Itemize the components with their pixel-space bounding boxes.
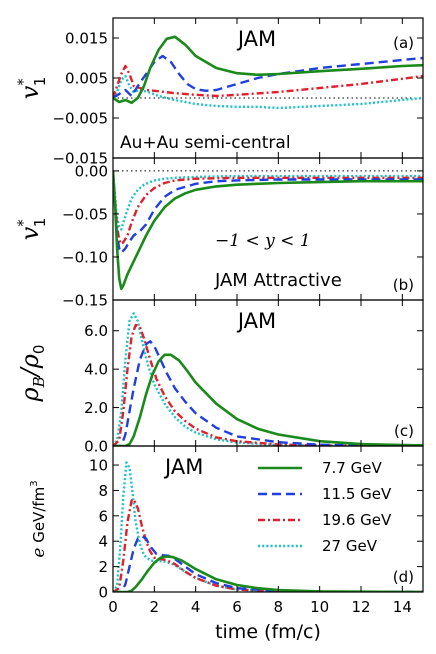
text-layer: 0.015 0.005 −0.005 −0.015 (a) v*1 JAM Au+Au sem…	[14, 27, 414, 643]
y-axis-label: ρB/ρ0	[16, 345, 48, 403]
y-axis-label: e GeV/fm3	[29, 480, 49, 557]
annotation: JAM	[236, 309, 276, 333]
y-axis-label: v*1	[14, 218, 49, 241]
legend-label: 7.7 GeV	[322, 459, 382, 477]
x-tick-label: 14	[393, 598, 412, 616]
y-tick-label: 8	[98, 482, 108, 500]
panel-label: (c)	[394, 422, 414, 440]
y-tick-label: 0.00	[75, 162, 108, 180]
y-tick-label: 2.0	[84, 399, 108, 417]
y-tick-label: 0.015	[65, 30, 108, 48]
series-line-7-7-gev	[113, 555, 423, 592]
y-tick-label: 2	[98, 558, 108, 576]
legend: 7.7 GeV 11.5 GeV 19.6 GeV 27 GeV	[258, 459, 392, 555]
panel-frame	[112, 445, 424, 593]
y-tick-label: 10	[89, 457, 108, 475]
y-tick-label: 6.0	[84, 322, 108, 340]
y-tick-label: 4	[98, 533, 108, 551]
annotation: JAM	[163, 455, 203, 479]
series-line-27-gev	[113, 312, 423, 446]
series-line-19-6-gev	[113, 170, 423, 246]
x-axis-label: time (fm/c)	[215, 621, 321, 643]
series-line-19-6-gev	[113, 323, 423, 446]
annotation: Au+Au semi-central	[120, 133, 291, 153]
series-line-27-gev	[113, 461, 423, 592]
x-tick-label: 8	[274, 598, 284, 616]
series-line-7-7-gev	[113, 170, 423, 291]
panel-label: (b)	[393, 276, 414, 294]
axes-layer	[112, 17, 424, 593]
legend-label: 27 GeV	[322, 537, 378, 555]
x-tick-label: 4	[191, 598, 201, 616]
panel-label: (a)	[393, 34, 414, 52]
y-tick-label: 0.0	[84, 438, 108, 456]
data-lines-layer	[113, 35, 423, 592]
x-tick-label: 0	[108, 598, 118, 616]
series-line-19-6-gev	[113, 498, 423, 592]
y-tick-label: 6	[98, 507, 108, 525]
series-line-27-gev	[113, 74, 423, 110]
y-tick-label: −0.15	[62, 292, 108, 310]
legend-label: 11.5 GeV	[322, 485, 392, 503]
y-tick-label: −0.10	[62, 248, 108, 266]
y-tick-label: −0.015	[52, 150, 108, 168]
y-axis-label: v*1	[14, 77, 49, 100]
y-tick-label: 0.005	[65, 70, 108, 88]
panel-label: (d)	[393, 568, 414, 586]
series-line-11-5-gev	[113, 170, 423, 254]
x-tick-label: 10	[310, 598, 329, 616]
y-tick-label: 4.0	[84, 361, 108, 379]
series-line-27-gev	[113, 170, 423, 231]
annotation: −1 < y < 1	[215, 231, 311, 251]
series-line-19-6-gev	[113, 64, 423, 99]
series-line-7-7-gev	[113, 35, 423, 105]
legend-label: 19.6 GeV	[322, 511, 392, 529]
annotation: JAM	[236, 27, 276, 51]
series-line-11-5-gev	[113, 54, 423, 100]
series-line-11-5-gev	[113, 340, 423, 446]
y-tick-label: 0	[98, 584, 108, 602]
annotation: JAM Attractive	[214, 270, 342, 291]
series-line-7-7-gev	[113, 353, 423, 446]
y-tick-label: −0.05	[62, 205, 108, 223]
x-tick-label: 2	[150, 598, 160, 616]
y-tick-label: −0.005	[52, 110, 108, 128]
x-tick-label: 12	[351, 598, 370, 616]
x-tick-label: 6	[232, 598, 242, 616]
